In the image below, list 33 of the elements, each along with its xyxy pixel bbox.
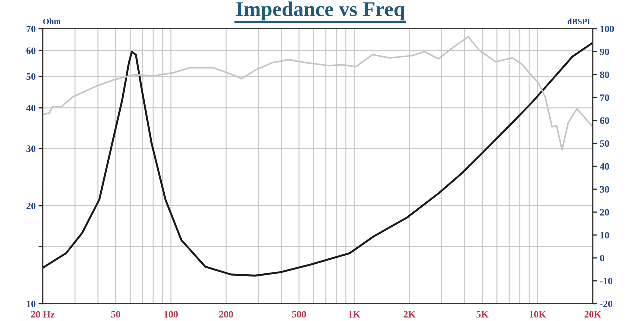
y-tick-label: 30 <box>26 146 36 152</box>
x-tick-label: 1K <box>349 311 361 318</box>
y-tick-label: 40 <box>26 104 36 112</box>
y2-axis-title: dBSPL <box>568 18 593 25</box>
y2-tick-label: 40 <box>600 163 610 170</box>
y2-tick-label: -20 <box>600 300 613 308</box>
y-tick-label: 60 <box>26 48 36 54</box>
x-tick-label: 50 <box>111 311 120 318</box>
x-tick-label: 5K <box>476 311 489 318</box>
y2-tick-label: 90 <box>600 48 610 56</box>
y-tick-label: 70 <box>26 26 36 32</box>
x-tick-label: 20 Hz <box>31 311 55 318</box>
x-tick-label: 20K <box>584 311 602 318</box>
y2-tick-label: -10 <box>600 278 613 285</box>
x-tick-label: 500 <box>292 311 306 318</box>
y-tick-label: 10 <box>27 300 36 308</box>
y2-tick-label: 100 <box>600 26 614 32</box>
y-axis-title: Ohm <box>43 18 61 25</box>
y2-tick-label: 70 <box>600 94 610 102</box>
x-tick-label: 100 <box>164 311 178 318</box>
y2-tick-label: 50 <box>600 140 610 148</box>
x-tick-label: 200 <box>219 311 234 318</box>
y-tick-label: 50 <box>26 73 36 80</box>
y2-tick-label: 80 <box>600 72 610 78</box>
y2-tick-label: 10 <box>600 232 610 239</box>
x-tick-label: 10K <box>530 311 546 318</box>
y2-tick-label: 20 <box>600 209 610 216</box>
x-tick-label: 2K <box>404 311 416 318</box>
y2-tick-label: 60 <box>600 118 610 124</box>
y2-tick-label: 0 <box>600 255 604 262</box>
y-tick-label: 20 <box>26 202 36 210</box>
chart-title: Impedance vs Freq <box>236 2 406 21</box>
y2-tick-label: 30 <box>600 186 610 193</box>
